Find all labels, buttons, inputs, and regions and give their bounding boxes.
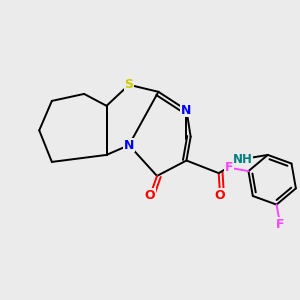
Text: S: S — [124, 78, 134, 91]
Text: F: F — [225, 161, 233, 174]
Text: F: F — [276, 218, 284, 231]
Text: N: N — [124, 139, 134, 152]
Text: O: O — [215, 189, 225, 202]
Text: N: N — [181, 103, 192, 116]
Text: O: O — [145, 189, 155, 202]
Text: NH: NH — [232, 153, 253, 166]
